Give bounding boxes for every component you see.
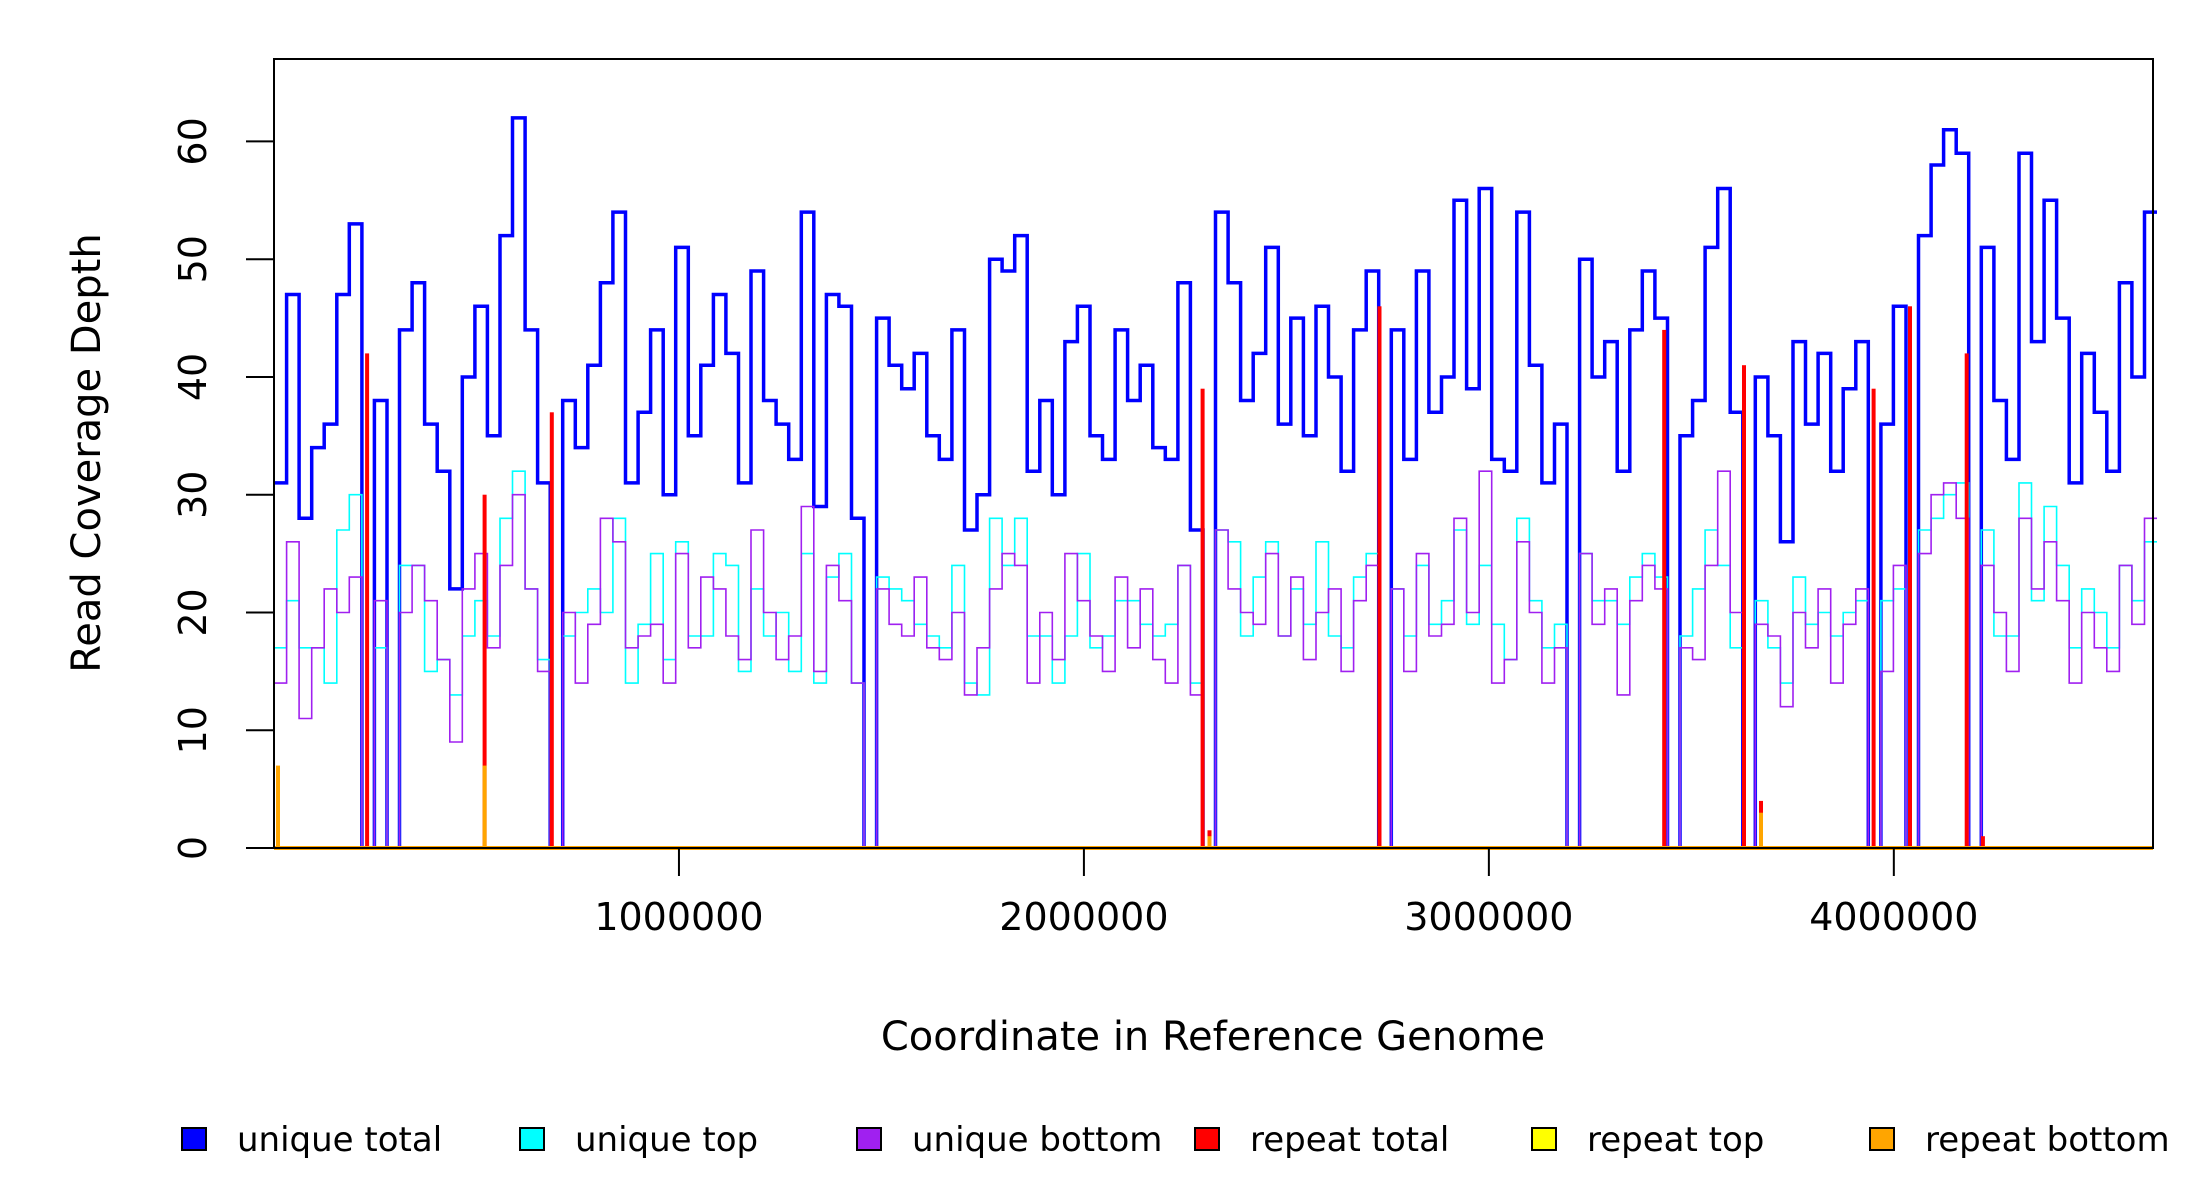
legend: unique total unique top unique bottom repea… (181, 1120, 2170, 1160)
series-unique-bottom (274, 470, 2157, 849)
repeat-bottom-spike (1759, 812, 1763, 848)
y-tick-label: 0 (171, 836, 215, 860)
repeat-total-spike (1980, 836, 1985, 848)
y-tick-label: 50 (171, 235, 215, 283)
repeat-total-spike (1377, 306, 1382, 848)
x-tick-label: 3000000 (1404, 895, 1573, 939)
legend-label: unique bottom (912, 1120, 1162, 1160)
repeat-total-spike (1742, 365, 1746, 848)
x-tick-label: 2000000 (999, 895, 1168, 939)
legend-item-unique-top: unique top (519, 1120, 758, 1160)
legend-swatch (1869, 1127, 1895, 1151)
plot-marks (274, 116, 2157, 850)
legend-swatch (1531, 1127, 1557, 1151)
legend-label: repeat bottom (1925, 1120, 2170, 1160)
repeat-bottom-spike (482, 765, 487, 848)
y-tick-label: 60 (171, 117, 215, 165)
x-tick-label: 4000000 (1809, 895, 1978, 939)
legend-item-repeat-bottom: repeat bottom (1869, 1120, 2170, 1160)
legend-item-repeat-top: repeat top (1531, 1120, 1764, 1160)
plot-frame (273, 58, 2154, 849)
repeat-total-spike (1871, 388, 1876, 848)
repeat-total-spike (365, 353, 370, 848)
x-tick-label: 1000000 (594, 895, 763, 939)
legend-label: unique top (575, 1120, 758, 1160)
legend-swatch (181, 1127, 207, 1151)
legend-swatch (856, 1127, 882, 1151)
legend-label: unique total (237, 1120, 442, 1160)
repeat-total-spike (1200, 388, 1205, 848)
y-tick-label: 40 (171, 353, 215, 401)
legend-label: repeat top (1587, 1120, 1764, 1160)
x-axis-title: Coordinate in Reference Genome (881, 1014, 1545, 1060)
legend-item-unique-bottom: unique bottom (856, 1120, 1162, 1160)
legend-label: repeat total (1250, 1120, 1449, 1160)
legend-item-unique-total: unique total (181, 1120, 442, 1160)
y-tick-label: 30 (171, 471, 215, 519)
repeat-total-spike (482, 494, 487, 848)
repeat-total-spike (1908, 306, 1912, 848)
legend-item-repeat-total: repeat total (1194, 1120, 1449, 1160)
repeat-total-spike (549, 412, 554, 848)
repeat-bottom-spike (1207, 836, 1212, 848)
legend-swatch (1194, 1127, 1220, 1151)
y-tick-label: 10 (171, 706, 215, 754)
x-axis: 1000000 2000000 3000000 4000000 (594, 848, 1978, 939)
repeat-total-spike (1964, 353, 1969, 848)
repeat-total-spike (1662, 329, 1667, 848)
repeat-bottom-spike (276, 765, 280, 848)
legend-swatch (519, 1127, 545, 1151)
y-axis-title: Read Coverage Depth (64, 233, 110, 672)
y-axis: 0 10 20 30 40 50 60 (171, 117, 274, 860)
y-tick-label: 20 (171, 588, 215, 636)
